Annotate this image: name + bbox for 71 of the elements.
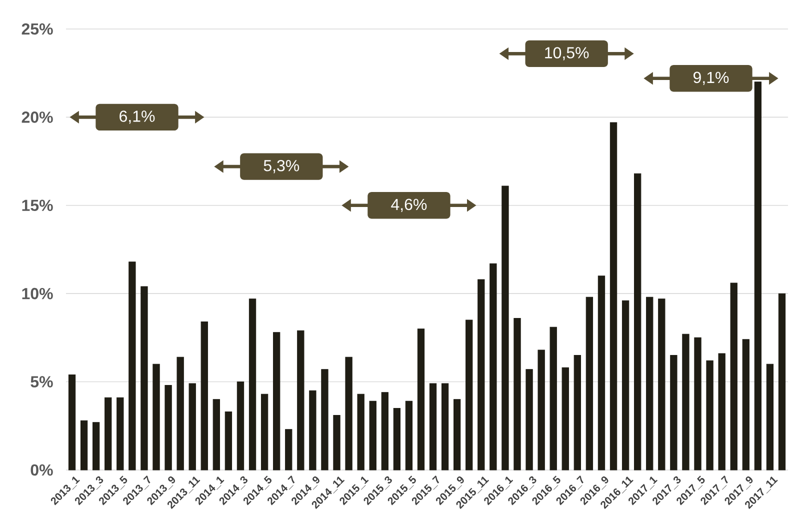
y-tick-label: 15%: [22, 200, 53, 212]
bar: [550, 326, 557, 470]
bar: [236, 382, 244, 470]
bar: [694, 337, 702, 470]
bar: [598, 276, 606, 470]
bar: [766, 364, 774, 470]
bar: [333, 415, 340, 470]
bar: [80, 420, 88, 470]
bar: [610, 122, 618, 470]
bar: [405, 400, 413, 470]
bar: [706, 360, 714, 470]
bar: [200, 322, 208, 470]
annotation: 4,6%: [391, 198, 427, 212]
annotation: 10,5%: [545, 47, 589, 60]
bar: [538, 350, 545, 470]
bar: [514, 318, 521, 470]
annotation: 5,3%: [264, 160, 300, 174]
bar: [742, 339, 750, 470]
bar: [212, 399, 220, 470]
y-tick-label: 25%: [22, 23, 53, 35]
bar: [526, 369, 533, 470]
bar: [104, 397, 112, 470]
bar: [345, 356, 352, 470]
bar: [562, 367, 569, 470]
bar: [309, 390, 316, 470]
bar: [152, 364, 160, 470]
bar: [634, 173, 642, 470]
bar: [116, 397, 124, 470]
bar: [369, 400, 376, 470]
bar: [164, 385, 172, 470]
bar: [188, 383, 196, 470]
y-tick-label: 0%: [30, 464, 53, 476]
bar: [622, 300, 630, 470]
bar: [730, 282, 738, 470]
bar: [260, 394, 268, 470]
bar: [285, 429, 292, 470]
y-tick-label: 10%: [22, 288, 53, 300]
bar: [128, 262, 136, 470]
bar: [321, 369, 328, 470]
bar: [478, 279, 485, 470]
bar: [297, 330, 304, 470]
bar: [381, 392, 388, 470]
bar: [140, 286, 148, 470]
annotation: 6,1%: [120, 110, 155, 124]
bar: [393, 408, 400, 470]
bar: [441, 383, 449, 470]
y-tick-label: 5%: [30, 376, 53, 388]
bar: [718, 353, 726, 470]
bar: [429, 383, 437, 470]
bar: [92, 422, 100, 470]
bar: [224, 412, 232, 470]
bar: [466, 320, 473, 470]
bar: [658, 298, 666, 470]
bar: [273, 332, 280, 470]
bar: [574, 355, 581, 470]
bar: [754, 82, 762, 470]
bar: [417, 328, 425, 470]
y-tick-label: 20%: [22, 112, 53, 123]
bar: [490, 263, 497, 470]
bar: [454, 399, 461, 470]
annotation: 9,1%: [694, 72, 729, 85]
bar: [248, 298, 256, 470]
bar: [682, 334, 690, 470]
bar: [68, 374, 76, 470]
bar: [646, 296, 654, 470]
bar: [502, 186, 509, 470]
bar: [778, 293, 786, 470]
bar: [176, 356, 184, 470]
bar: [357, 394, 364, 470]
bar: [586, 296, 594, 470]
bar: [670, 355, 678, 470]
